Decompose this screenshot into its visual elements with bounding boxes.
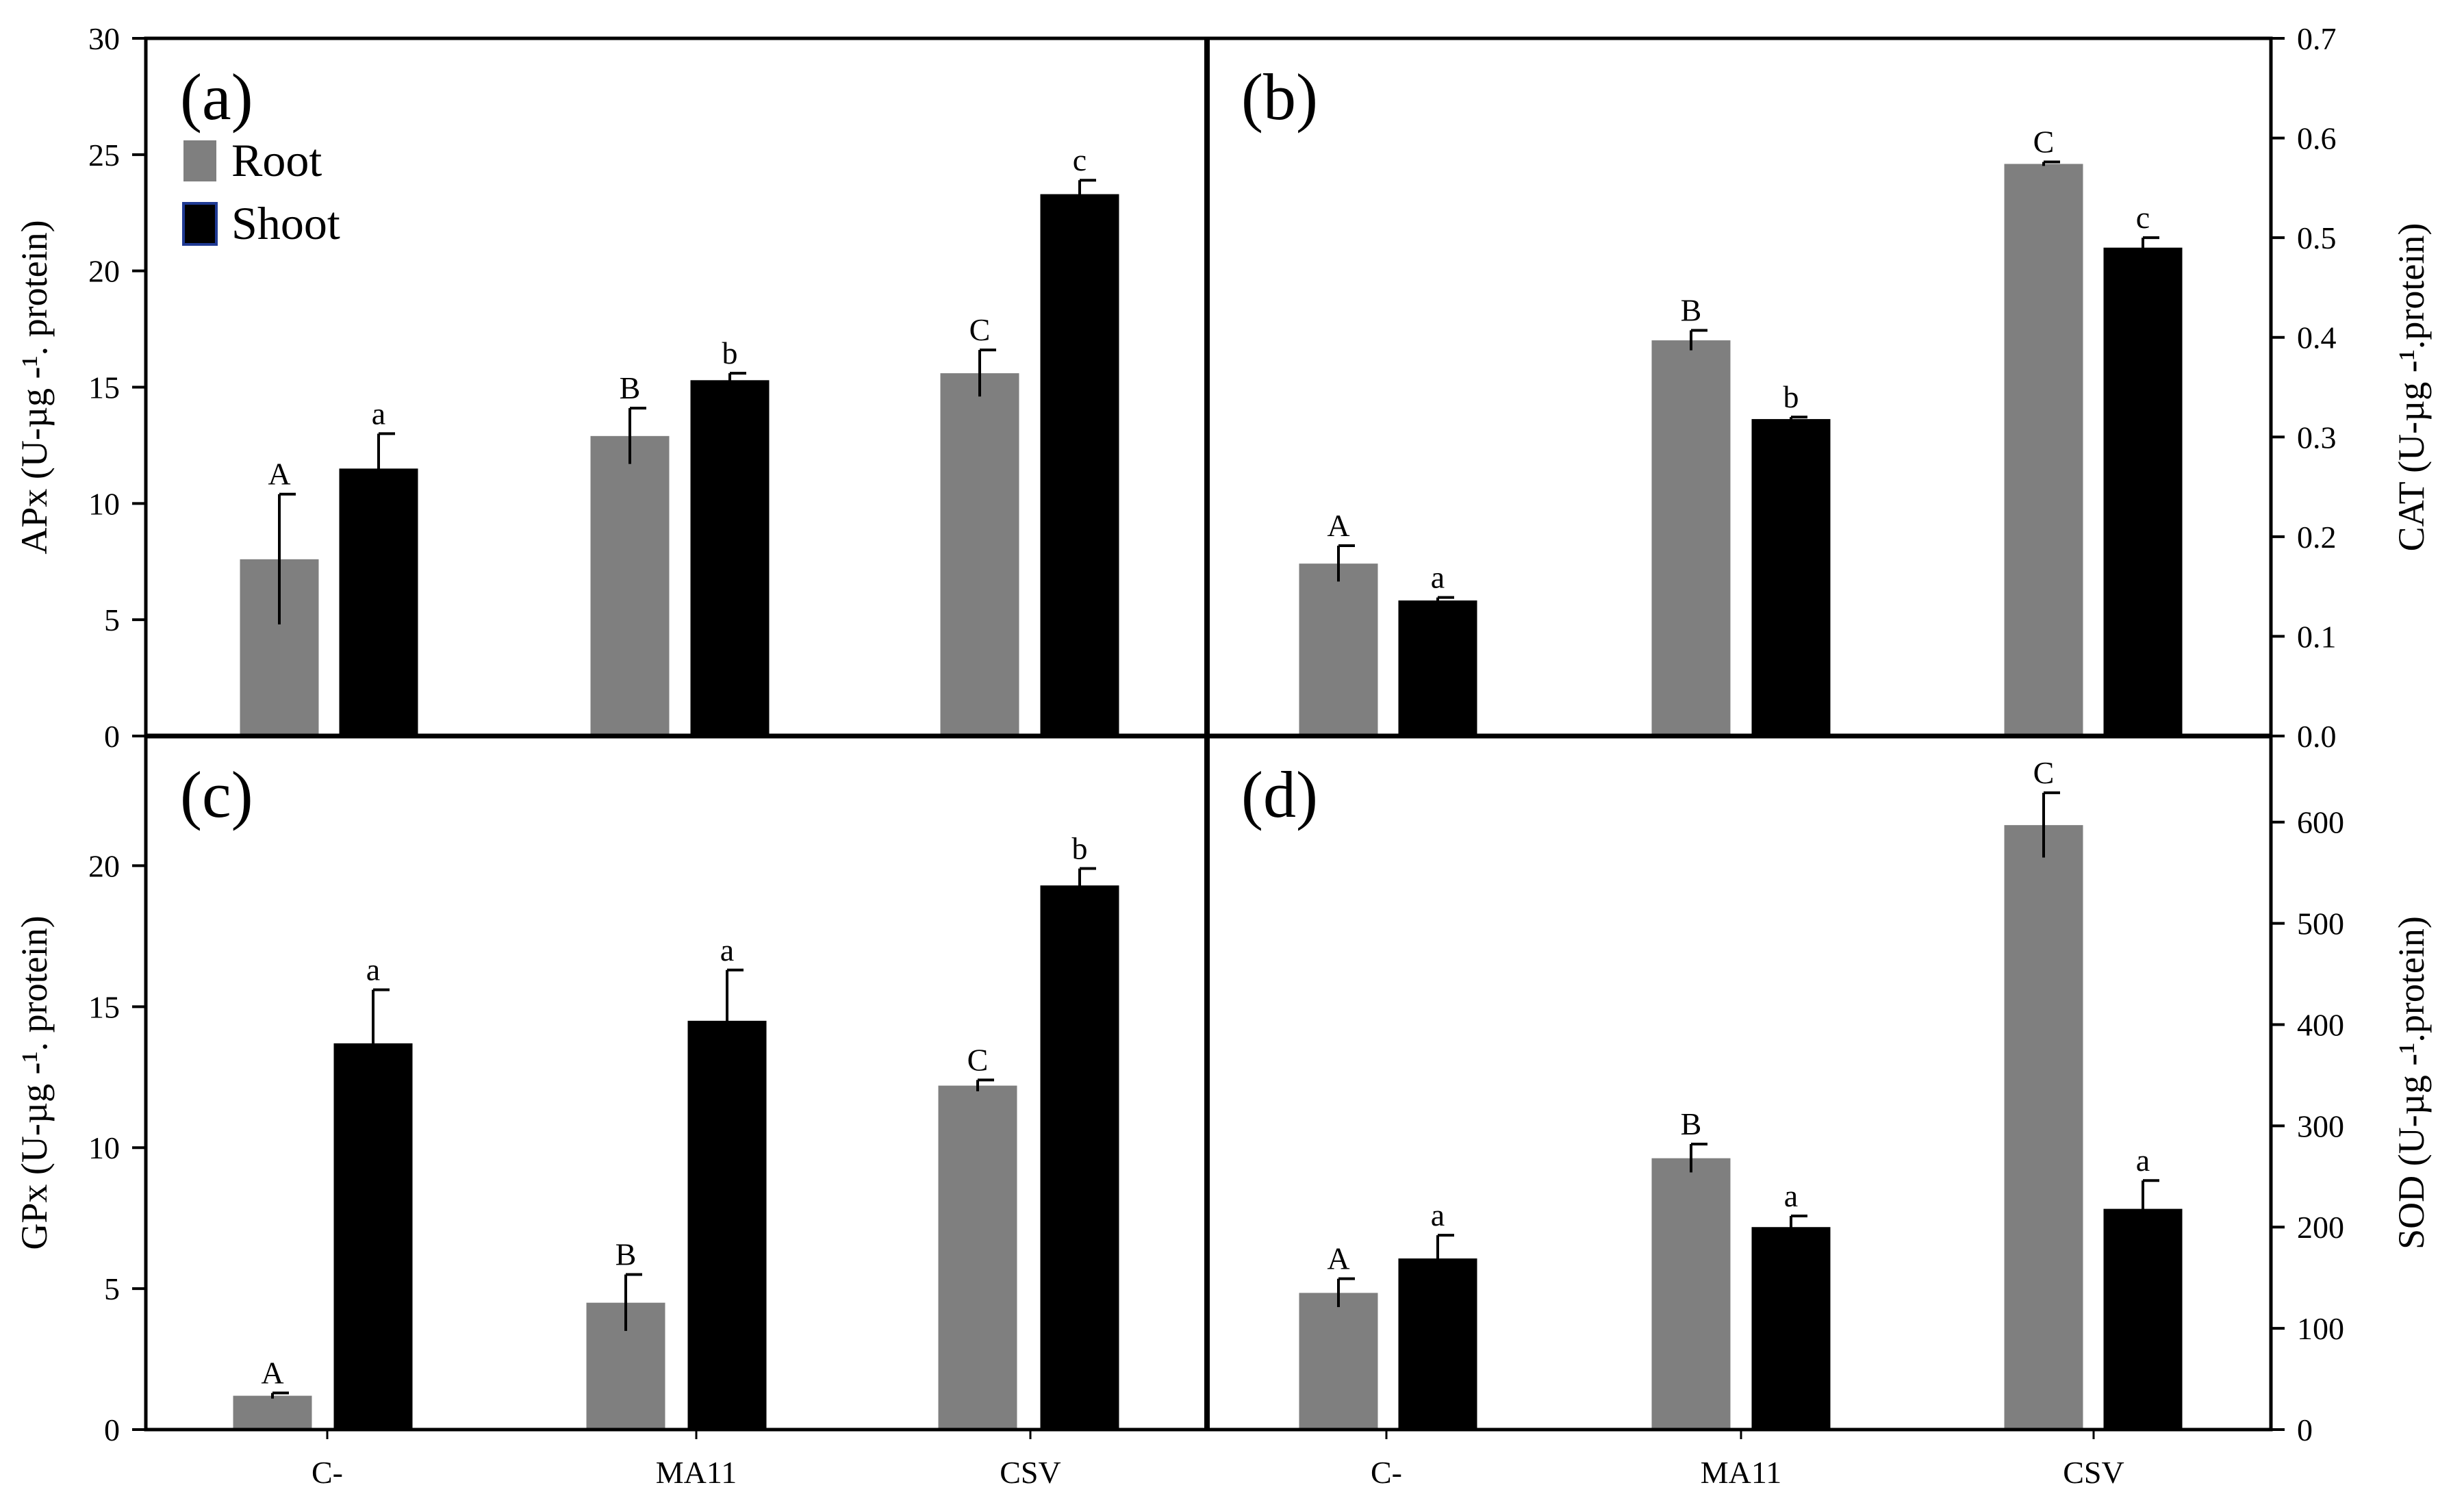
significance-letter: B <box>1681 293 1702 328</box>
legend-label-root: Root <box>231 134 322 186</box>
bar-shoot <box>1040 885 1119 1430</box>
bar-root <box>2004 825 2083 1430</box>
significance-letter: B <box>1681 1106 1702 1141</box>
y-tick-label: 0 <box>2297 1412 2313 1447</box>
significance-letter: C <box>967 1042 989 1077</box>
panel-4: 0 100 200 300 400 500 600 SOD (U-µg -¹.protein)… <box>1241 755 2432 1490</box>
significance-letter: b <box>1783 379 1799 414</box>
significance-letter: A <box>261 1355 283 1390</box>
significance-letter: a <box>372 396 385 431</box>
y-tick-label: 10 <box>88 1130 120 1165</box>
bar-root <box>233 1395 312 1430</box>
y-tick-label: 0.3 <box>2297 420 2337 455</box>
significance-letter: C <box>2033 755 2055 790</box>
bar-shoot <box>2103 1208 2183 1430</box>
y-tick-label: 100 <box>2297 1311 2344 1346</box>
panel-2: 0.0 0.1 0.2 0.3 0.4 0.5 0.6 0.7 CAT (U-µg -¹.pro… <box>1241 21 2432 754</box>
significance-letter: a <box>2136 1143 2150 1178</box>
significance-letter: a <box>366 952 380 987</box>
y-tick-label: 0.2 <box>2297 520 2337 555</box>
bar-shoot <box>1398 600 1477 736</box>
y-tick-label: 0 <box>104 719 120 754</box>
y-tick-label: 500 <box>2297 906 2344 941</box>
y-tick-label: 0.1 <box>2297 619 2337 654</box>
x-tick-label: C- <box>1371 1455 1402 1490</box>
y-tick-label: 300 <box>2297 1108 2344 1143</box>
bar-shoot <box>1398 1258 1477 1430</box>
significance-letter: b <box>1072 831 1088 866</box>
x-tick-label: MA11 <box>656 1455 737 1490</box>
significance-letter: a <box>1431 1197 1445 1232</box>
y-tick-label: 0.0 <box>2297 719 2337 754</box>
bar-shoot <box>339 468 418 736</box>
y-tick-label: 0 <box>104 1412 120 1447</box>
bar-root <box>938 1085 1017 1430</box>
bar-shoot <box>1040 194 1119 736</box>
significance-letter: A <box>268 457 290 492</box>
significance-letter: A <box>1327 1241 1349 1276</box>
bar-root <box>2004 164 2083 737</box>
bar-root <box>590 435 670 736</box>
bar-shoot <box>333 1043 413 1430</box>
significance-letter: a <box>1431 560 1445 595</box>
y-axis-title: CAT (U-µg -¹.protein) <box>2391 223 2432 552</box>
significance-letter: C <box>969 312 991 347</box>
bar-root <box>1299 1293 1378 1430</box>
panel-label: (a) <box>180 60 253 134</box>
y-axis-title: GPx (U-µg -¹. protein) <box>14 915 55 1250</box>
significance-letter: B <box>620 370 641 405</box>
y-tick-label: 600 <box>2297 805 2344 840</box>
legend-label-shoot: Shoot <box>231 197 340 249</box>
significance-letter: a <box>720 933 734 967</box>
panel-label: (c) <box>180 758 253 831</box>
bar-shoot <box>687 1020 767 1430</box>
y-tick-label: 15 <box>88 989 120 1024</box>
y-axis-title: APx (U-µg -¹. protein) <box>14 220 55 554</box>
y-tick-label: 20 <box>88 254 120 289</box>
y-tick-label: 200 <box>2297 1210 2344 1245</box>
significance-letter: B <box>615 1237 637 1272</box>
y-axis-title: SOD (U-µg -¹.protein) <box>2391 916 2432 1250</box>
y-tick-label: 400 <box>2297 1007 2344 1042</box>
y-tick-label: 20 <box>88 848 120 883</box>
bar-shoot <box>1751 419 1831 736</box>
y-tick-label: 0.7 <box>2297 21 2337 56</box>
legend-swatch-shoot <box>182 202 218 246</box>
panel-label: (b) <box>1241 60 1318 134</box>
bar-root <box>940 373 1019 736</box>
bar-root <box>1299 563 1378 736</box>
significance-letter: c <box>2136 200 2150 235</box>
y-tick-label: 0.6 <box>2297 121 2337 156</box>
y-tick-label: 30 <box>88 21 120 56</box>
x-tick-label: CSV <box>1000 1455 1060 1490</box>
bar-root <box>1651 340 1731 736</box>
legend-swatch-root <box>183 140 216 181</box>
x-tick-label: CSV <box>2063 1455 2124 1490</box>
y-tick-label: 0.4 <box>2297 320 2337 355</box>
significance-letter: A <box>1327 508 1349 543</box>
panel-1: 0 5 10 15 20 25 30 APx (U-µg -¹. protein) (a) A B C… <box>14 21 1119 754</box>
significance-letter: b <box>722 335 738 370</box>
significance-letter: a <box>1784 1178 1798 1213</box>
significance-letter: C <box>2033 125 2055 160</box>
x-tick-label: MA11 <box>1701 1455 1781 1490</box>
bar-shoot <box>1751 1227 1831 1430</box>
bar-root <box>1651 1158 1731 1430</box>
y-tick-label: 0.5 <box>2297 220 2337 255</box>
bar-shoot <box>2103 247 2183 736</box>
panel-3: 0 5 10 15 20 GPx (U-µg -¹. protein) (c) A B Ca a b C… <box>14 758 1119 1490</box>
y-tick-label: 25 <box>88 138 120 173</box>
y-tick-label: 5 <box>104 603 120 637</box>
panel-label: (d) <box>1241 758 1318 831</box>
y-tick-label: 5 <box>104 1271 120 1306</box>
y-tick-label: 10 <box>88 486 120 521</box>
x-tick-label: C- <box>312 1455 343 1490</box>
bar-shoot <box>690 380 770 736</box>
y-tick-label: 15 <box>88 370 120 405</box>
significance-letter: c <box>1073 142 1087 177</box>
